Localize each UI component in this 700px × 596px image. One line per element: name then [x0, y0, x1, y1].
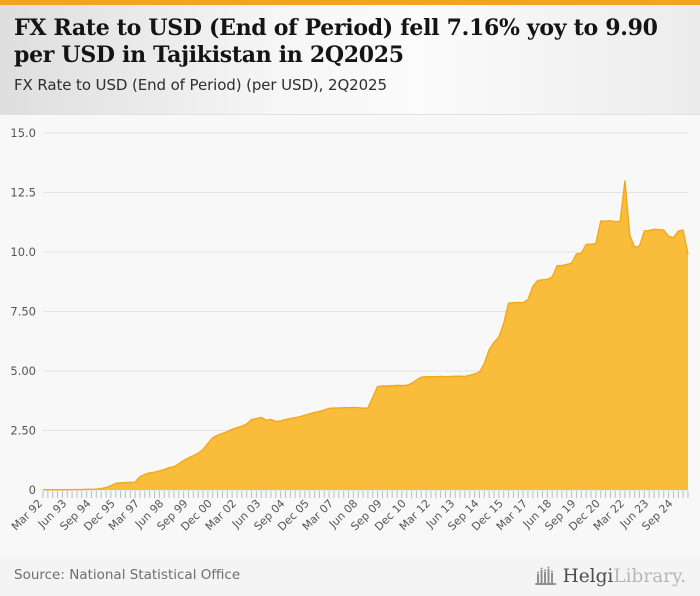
helgi-logo-icon — [534, 566, 556, 585]
y-axis-tick-label: 10.0 — [10, 245, 36, 259]
chart-header: FX Rate to USD (End of Period) fell 7.16… — [0, 5, 700, 115]
y-axis-tick-label: 7.50 — [10, 305, 36, 319]
chart-subtitle: FX Rate to USD (End of Period) (per USD)… — [14, 75, 387, 94]
y-axis-tick-label: 5.00 — [10, 364, 36, 378]
y-axis-tick-label: 2.50 — [10, 424, 36, 438]
chart-plot-area: 15.0 12.5 10.0 7.50 5.00 2.50 0 Mar 92 Jun 93 Sep… — [0, 115, 700, 555]
helgi-logo[interactable]: HelgiLibrary. — [534, 562, 686, 590]
fx-rate-area-series — [43, 180, 688, 490]
chart-title-line1: FX Rate to USD (End of Period) fell 7.16… — [14, 15, 658, 41]
chart-title: FX Rate to USD (End of Period) fell 7.16… — [14, 15, 686, 69]
logo-text-secondary: Library. — [613, 565, 686, 587]
logo-text-primary: Helgi — [562, 565, 614, 587]
source-note: Source: National Statistical Office — [14, 567, 241, 583]
y-axis-tick-label: 12.5 — [10, 186, 36, 200]
chart-footer: Source: National Statistical Office — [0, 555, 700, 596]
y-axis-tick-label: 15.0 — [10, 126, 36, 140]
helgi-logo-text: HelgiLibrary. — [563, 566, 686, 587]
x-axis-tick-label: Mar 92 — [9, 497, 45, 533]
fx-rate-line — [43, 180, 689, 491]
y-axis-tick-label: 0 — [29, 483, 36, 497]
accent-top-bar — [0, 0, 700, 5]
chart-title-line2: per USD in Tajikistan in 2Q2025 — [14, 41, 404, 68]
